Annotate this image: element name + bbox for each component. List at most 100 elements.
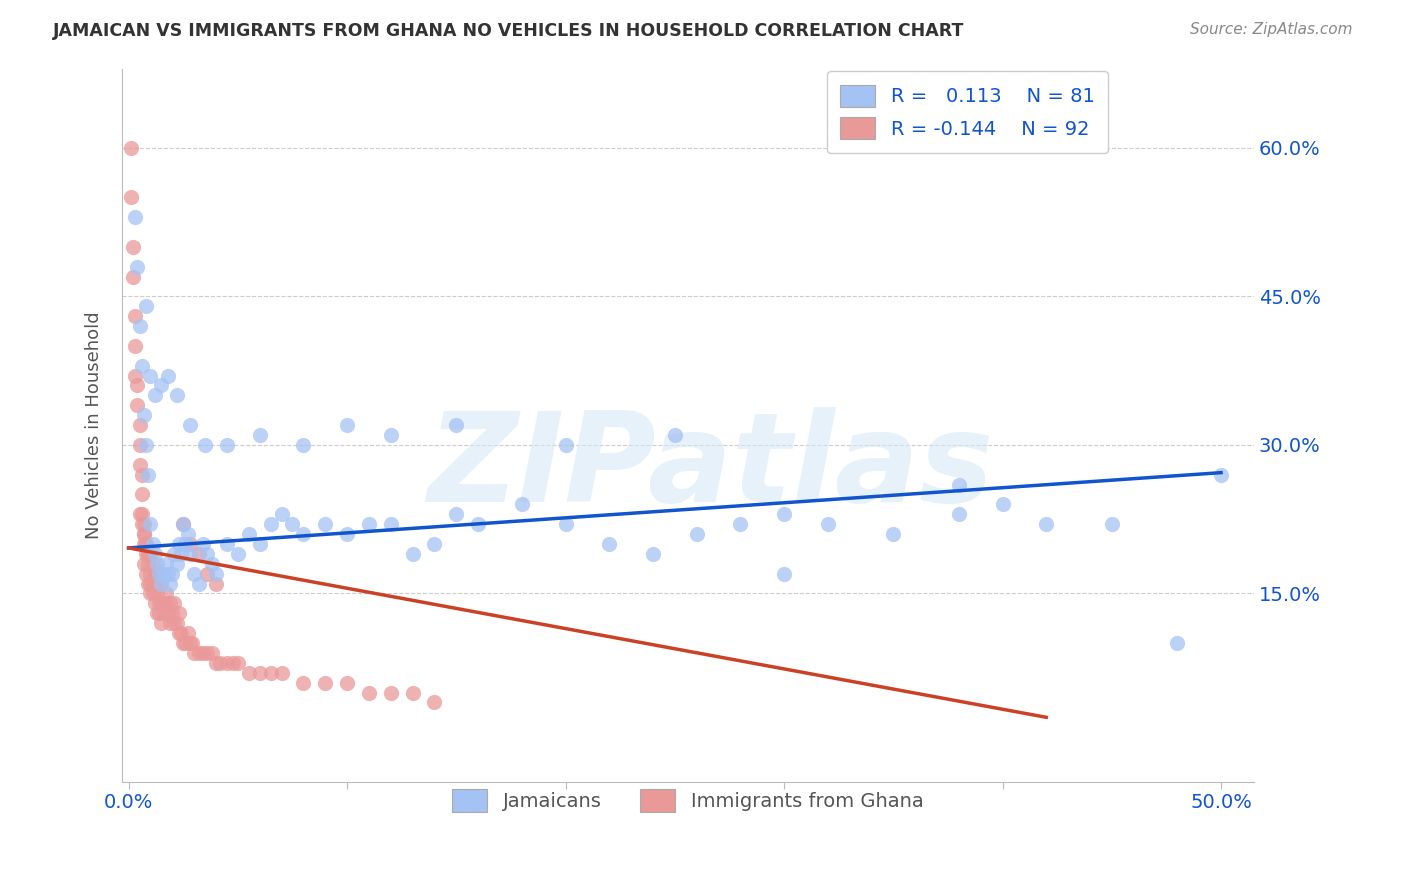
- Point: [554, 438, 576, 452]
- Point: [156, 566, 179, 581]
- Point: [163, 616, 186, 631]
- Point: [124, 309, 146, 323]
- Point: [131, 517, 153, 532]
- Point: [554, 517, 576, 532]
- Point: [238, 665, 260, 680]
- Point: [139, 368, 162, 383]
- Point: [948, 508, 970, 522]
- Point: [128, 418, 150, 433]
- Point: [336, 418, 359, 433]
- Point: [132, 557, 155, 571]
- Point: [135, 537, 157, 551]
- Point: [195, 646, 218, 660]
- Point: [176, 527, 198, 541]
- Point: [259, 517, 281, 532]
- Point: [238, 527, 260, 541]
- Point: [380, 517, 402, 532]
- Point: [172, 636, 194, 650]
- Point: [124, 368, 146, 383]
- Point: [773, 508, 796, 522]
- Point: [132, 408, 155, 422]
- Point: [131, 487, 153, 501]
- Point: [124, 339, 146, 353]
- Point: [136, 557, 159, 571]
- Point: [1035, 517, 1057, 532]
- Point: [1209, 467, 1232, 482]
- Point: [143, 547, 166, 561]
- Point: [222, 656, 245, 670]
- Point: [146, 586, 169, 600]
- Point: [314, 675, 336, 690]
- Point: [148, 607, 170, 621]
- Point: [150, 596, 173, 610]
- Point: [142, 537, 165, 551]
- Point: [215, 438, 238, 452]
- Point: [991, 497, 1014, 511]
- Point: [162, 607, 184, 621]
- Point: [1101, 517, 1123, 532]
- Point: [598, 537, 620, 551]
- Point: [187, 646, 209, 660]
- Point: [163, 547, 186, 561]
- Point: [159, 576, 181, 591]
- Point: [249, 428, 271, 442]
- Point: [179, 418, 201, 433]
- Point: [136, 467, 159, 482]
- Point: [146, 557, 169, 571]
- Point: [183, 566, 205, 581]
- Point: [195, 547, 218, 561]
- Text: JAMAICAN VS IMMIGRANTS FROM GHANA NO VEHICLES IN HOUSEHOLD CORRELATION CHART: JAMAICAN VS IMMIGRANTS FROM GHANA NO VEH…: [53, 22, 965, 40]
- Point: [135, 537, 157, 551]
- Point: [150, 576, 173, 591]
- Point: [249, 537, 271, 551]
- Point: [270, 665, 292, 680]
- Point: [139, 517, 162, 532]
- Point: [136, 547, 159, 561]
- Point: [122, 269, 145, 284]
- Point: [142, 557, 165, 571]
- Point: [201, 646, 224, 660]
- Point: [664, 428, 686, 442]
- Point: [259, 665, 281, 680]
- Point: [148, 566, 170, 581]
- Point: [131, 508, 153, 522]
- Point: [183, 646, 205, 660]
- Point: [423, 695, 446, 709]
- Point: [179, 636, 201, 650]
- Point: [249, 665, 271, 680]
- Point: [730, 517, 752, 532]
- Point: [380, 685, 402, 699]
- Point: [139, 576, 162, 591]
- Point: [686, 527, 709, 541]
- Point: [136, 576, 159, 591]
- Point: [226, 656, 249, 670]
- Text: ZIPatlas: ZIPatlas: [427, 408, 994, 528]
- Point: [155, 557, 177, 571]
- Point: [135, 566, 157, 581]
- Point: [205, 566, 228, 581]
- Point: [205, 656, 228, 670]
- Point: [179, 547, 201, 561]
- Point: [150, 378, 173, 392]
- Point: [209, 656, 232, 670]
- Point: [467, 517, 489, 532]
- Point: [132, 527, 155, 541]
- Point: [166, 557, 188, 571]
- Point: [172, 517, 194, 532]
- Point: [205, 576, 228, 591]
- Point: [156, 607, 179, 621]
- Point: [226, 547, 249, 561]
- Point: [170, 626, 193, 640]
- Point: [357, 685, 380, 699]
- Point: [142, 576, 165, 591]
- Point: [179, 537, 201, 551]
- Point: [132, 527, 155, 541]
- Point: [128, 458, 150, 472]
- Point: [162, 566, 184, 581]
- Point: [135, 547, 157, 561]
- Point: [128, 319, 150, 334]
- Point: [166, 388, 188, 402]
- Point: [132, 537, 155, 551]
- Point: [146, 607, 169, 621]
- Point: [336, 527, 359, 541]
